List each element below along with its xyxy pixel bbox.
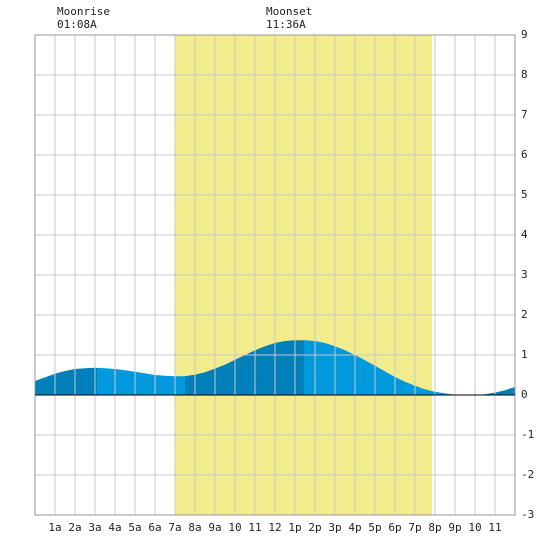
y-tick-label: 4	[521, 228, 528, 241]
x-tick-label: 8p	[428, 521, 442, 534]
tide-area-segment	[304, 340, 475, 395]
x-tick-label: 7a	[168, 521, 182, 534]
x-tick-label: 12	[268, 521, 282, 534]
moonrise-time: 01:08A	[57, 18, 97, 31]
tide-area-segment	[35, 367, 97, 395]
plot-frame	[34, 34, 516, 516]
x-tick-label: 5p	[368, 521, 382, 534]
x-tick-label: 7p	[408, 521, 422, 534]
x-tick-label: 3p	[328, 521, 342, 534]
x-tick-label: 2a	[68, 521, 82, 534]
y-tick-label: 2	[521, 308, 528, 321]
x-tick-label: 8a	[188, 521, 202, 534]
y-tick-label: -2	[521, 468, 535, 481]
x-tick-label: 11	[248, 521, 262, 534]
x-tick-label: 3a	[88, 521, 102, 534]
x-tick-label: 1p	[288, 521, 302, 534]
x-tick-label: 10	[228, 521, 242, 534]
x-tick-label: 11	[488, 521, 502, 534]
moonset-time: 11:36A	[266, 18, 306, 31]
x-tick-label: 6p	[388, 521, 402, 534]
y-tick-label: 3	[521, 268, 528, 281]
x-tick-label: 6a	[148, 521, 162, 534]
y-tick-label: 9	[521, 28, 528, 41]
moonrise-label: Moonrise	[57, 5, 110, 18]
y-tick-label: 5	[521, 188, 528, 201]
y-tick-label: 7	[521, 108, 528, 121]
y-tick-label: -3	[521, 508, 535, 521]
x-tick-label: 2p	[308, 521, 322, 534]
x-tick-label: 1a	[48, 521, 62, 534]
y-tick-label: 6	[521, 148, 528, 161]
x-tick-label: 9p	[448, 521, 462, 534]
x-tick-label: 4a	[108, 521, 122, 534]
y-tick-label: -1	[521, 428, 535, 441]
tide-area-segment	[475, 387, 515, 395]
x-tick-label: 9a	[208, 521, 222, 534]
y-tick-label: 1	[521, 348, 528, 361]
y-tick-label: 8	[521, 68, 528, 81]
moonset-label: Moonset	[266, 5, 313, 18]
y-tick-label: 0	[521, 388, 528, 401]
tide-area-segment	[97, 367, 185, 395]
x-tick-label: 5a	[128, 521, 142, 534]
x-tick-label: 4p	[348, 521, 362, 534]
x-tick-label: 10	[468, 521, 482, 534]
